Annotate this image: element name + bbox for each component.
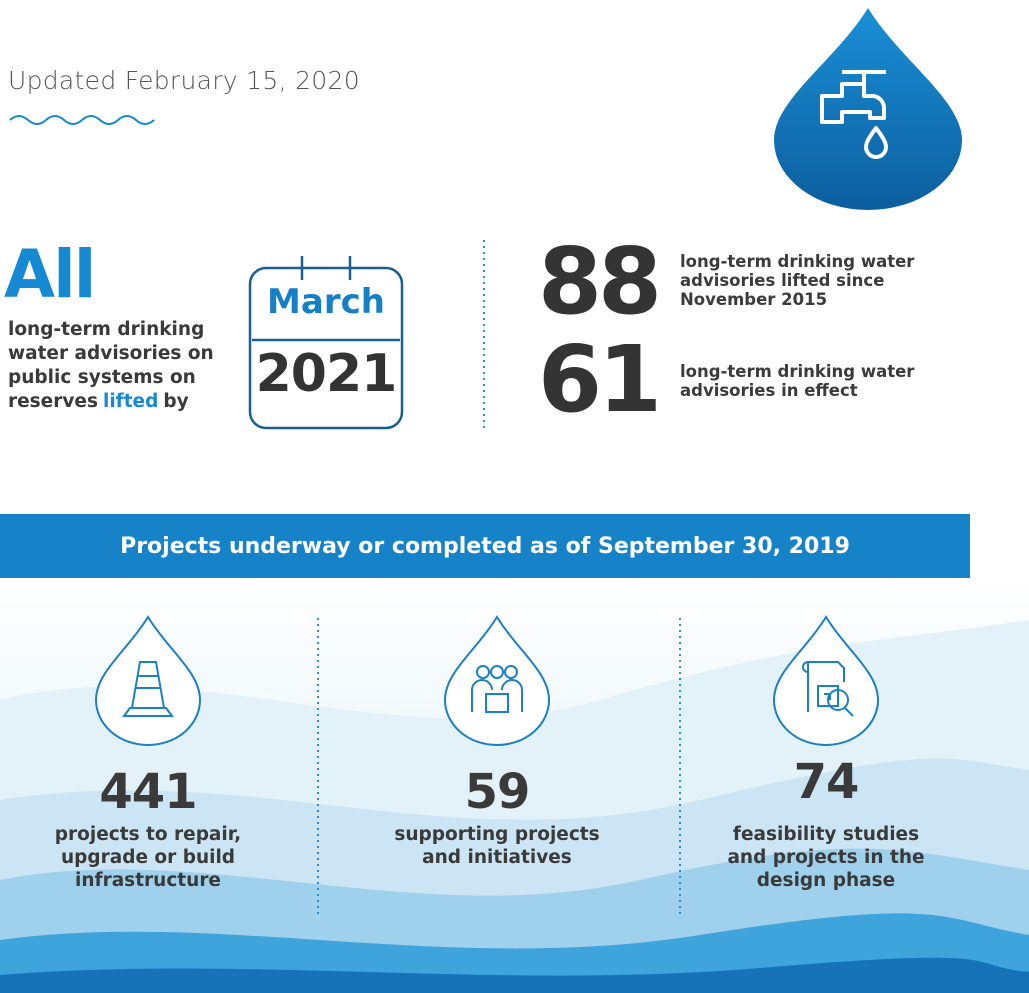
headline: All bbox=[4, 236, 94, 313]
stat-number: 61 bbox=[538, 334, 658, 426]
infographic: {"header": {"updated": "Updated February… bbox=[0, 0, 1029, 993]
card-number: 59 bbox=[347, 764, 647, 820]
page: Drinking water advisories html, body { m… bbox=[0, 0, 1029, 993]
card-text: supporting projects and initiatives bbox=[387, 823, 607, 869]
card-text: projects to repair, upgrade or build inf… bbox=[18, 823, 278, 892]
banner: Projects underway or completed as of Sep… bbox=[0, 514, 970, 578]
highlight: lifted bbox=[103, 391, 158, 412]
wavy-underline bbox=[10, 116, 154, 124]
calendar-year: 2021 bbox=[250, 344, 402, 404]
water-drop-icon bbox=[774, 8, 962, 210]
card-text: feasibility studies and projects in the … bbox=[716, 823, 936, 892]
updated-date: Updated February 15, 2020 bbox=[8, 66, 360, 95]
card-number: 74 bbox=[676, 754, 976, 810]
text: by bbox=[163, 391, 188, 412]
stat-text: long-term drinking water advisories in e… bbox=[680, 362, 940, 400]
card-number: 441 bbox=[0, 764, 298, 820]
stat-text: long-term drinking water advisories lift… bbox=[680, 252, 950, 309]
calendar-month: March bbox=[250, 282, 402, 322]
commitment-text: long-term drinking water advisories on p… bbox=[8, 318, 238, 414]
stat-number: 88 bbox=[538, 236, 658, 328]
